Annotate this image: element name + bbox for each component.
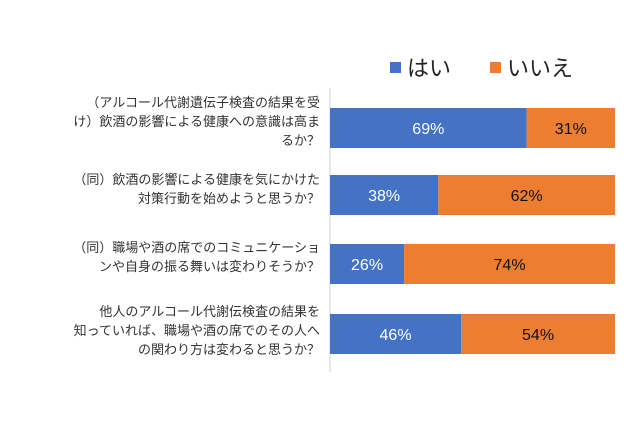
bar-label-2-1: 74% [494, 257, 526, 274]
category-label-3: 他人のアルコール代謝伝検査の結果を知っていれば、職場や酒の席でのその人への関わり… [74, 305, 320, 358]
bar-label-3-0: 46% [380, 327, 412, 344]
legend-swatch-1 [490, 62, 501, 73]
category-label-0: （アルコール代謝遺伝子検査の結果を受け）飲酒の影響による健康への意識は高まるか？ [73, 96, 320, 149]
legend-label-1: いいえ [507, 57, 573, 82]
bar-label-2-0: 26% [351, 257, 383, 274]
legend-label-0: はい [407, 57, 451, 82]
bar-3-1 [461, 314, 615, 354]
bar-label-3-1: 54% [522, 327, 554, 344]
bar-label-0-0: 69% [412, 121, 444, 138]
bar-label-1-0: 38% [368, 188, 400, 205]
bar-1-0 [330, 175, 439, 215]
legend-swatch-0 [390, 62, 401, 73]
category-label-2: （同）職場や酒の席でのコミュニケーションや自身の振る舞いは変わりそうか？ [73, 240, 320, 275]
bar-2-0 [330, 244, 405, 284]
category-labels: （アルコール代謝遺伝子検査の結果を受け）飲酒の影響による健康への意識は高まるか？… [73, 96, 320, 358]
bar-2-1 [404, 244, 615, 284]
category-label-1: （同）飲酒の影響による健康を気にかけた対策行動を始めようと思うか？ [73, 172, 320, 207]
bar-3-0 [330, 314, 462, 354]
bar-label-1-1: 62% [511, 188, 543, 205]
bar-0-0 [330, 108, 527, 148]
bar-labels: 69% 31% 38% 62% 26% 74% 46% 54% [351, 121, 587, 344]
bar-1-1 [438, 175, 615, 215]
legend: はい いいえ [390, 57, 573, 82]
bar-0-1 [526, 108, 615, 148]
bars [330, 108, 615, 354]
bar-label-0-1: 31% [555, 121, 587, 138]
